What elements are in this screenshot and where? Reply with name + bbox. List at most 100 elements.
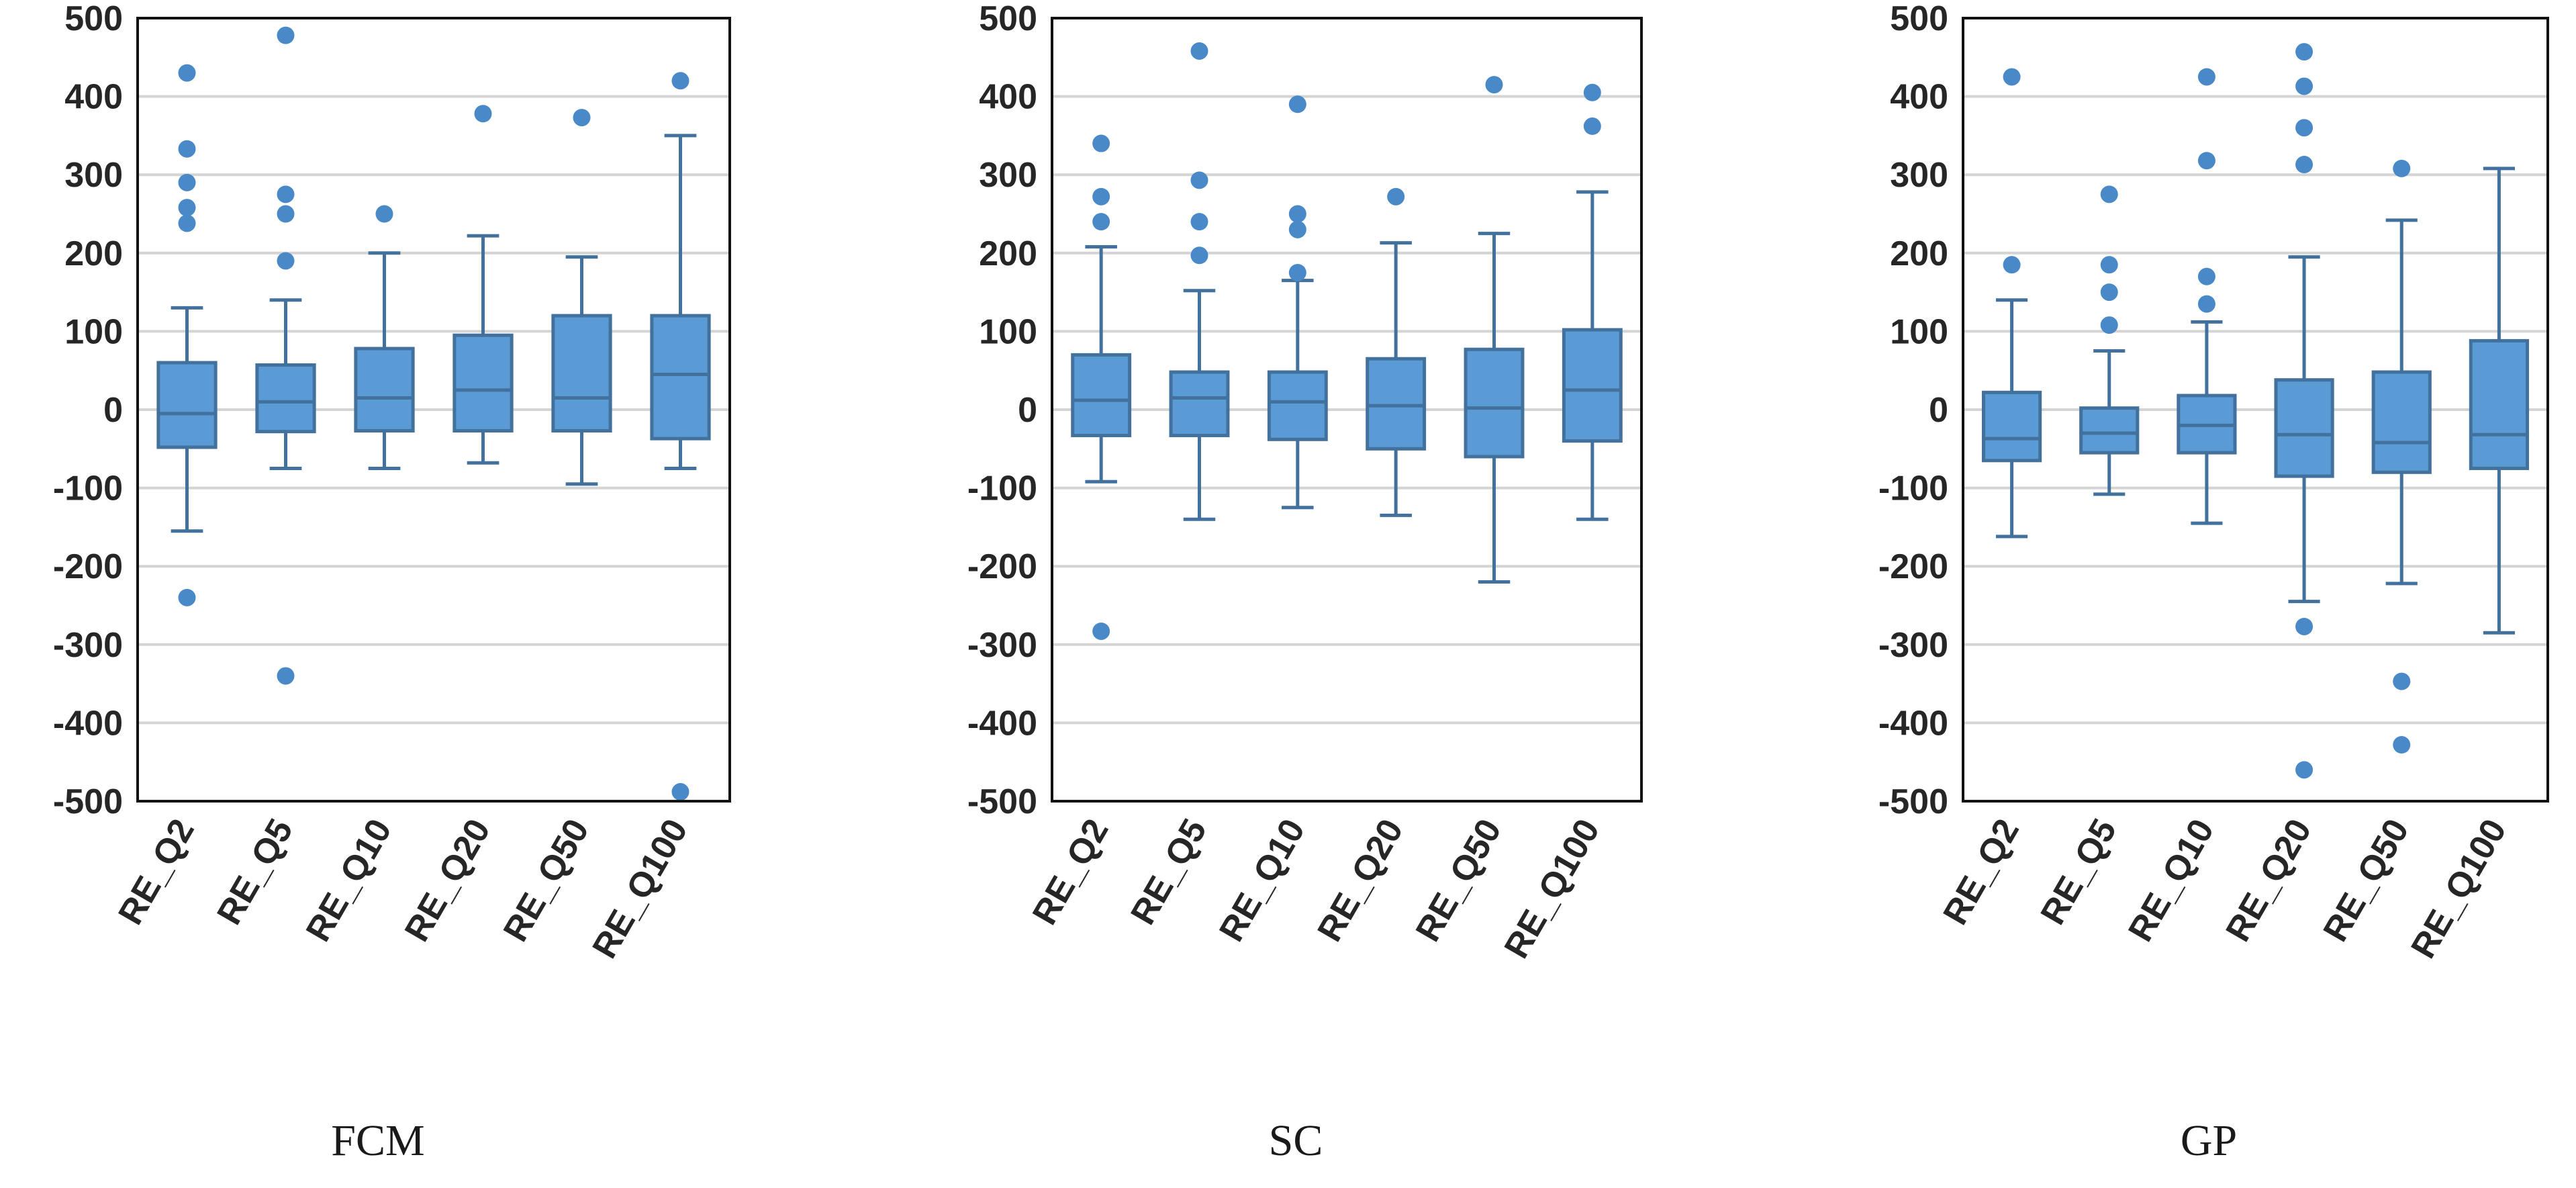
panel-caption: FCM	[331, 1116, 424, 1165]
outlier-point	[2295, 761, 2313, 779]
box-re-q20	[2274, 43, 2334, 779]
outlier-point	[1190, 42, 1208, 60]
x-tick-label: RE_Q5	[1123, 813, 1214, 931]
outlier-point	[671, 72, 689, 90]
iqr-box	[1267, 370, 1328, 441]
outlier-point	[2100, 185, 2118, 203]
outlier-point	[573, 109, 591, 127]
outlier-point	[178, 199, 196, 217]
chart-panel-sc: 5004003002001000-100-200-300-400-500RE_Q…	[967, 0, 1643, 1165]
plot-frame	[1962, 17, 2549, 803]
iqr-box	[1169, 370, 1230, 437]
y-tick-label: -300	[1878, 626, 1948, 665]
x-tick-label: RE_Q5	[209, 813, 300, 931]
outlier-point	[1092, 134, 1110, 152]
x-tick-label: RE_Q20	[2219, 813, 2320, 948]
x-tick-label: RE_Q20	[397, 813, 498, 948]
box-re-q10	[1267, 95, 1328, 510]
box-re-q2	[1071, 134, 1132, 640]
y-tick-label: 200	[1890, 234, 1948, 273]
iqr-box	[2371, 370, 2432, 474]
box-re-q20	[452, 105, 514, 465]
plot-frame	[136, 17, 731, 803]
outlier-point	[1288, 95, 1306, 113]
outlier-point	[2100, 283, 2118, 302]
box-re-q50	[2371, 159, 2432, 754]
iqr-box	[2469, 338, 2530, 470]
box-re-q50	[1464, 76, 1525, 584]
iqr-box	[2274, 378, 2334, 478]
box-re-q10	[354, 205, 415, 470]
outlier-point	[2100, 316, 2118, 334]
outlier-point	[2003, 68, 2021, 86]
x-tick-label: RE_Q2	[1025, 813, 1116, 931]
outlier-point	[1288, 263, 1306, 281]
y-tick-label: -300	[967, 626, 1037, 665]
y-tick-label: -200	[967, 547, 1037, 586]
iqr-box	[452, 333, 514, 432]
outlier-point	[277, 26, 295, 44]
y-tick-label: 500	[64, 0, 123, 38]
x-tick-label: RE_Q2	[111, 813, 201, 931]
outlier-point	[2393, 736, 2411, 754]
box-re-q100	[650, 72, 711, 801]
y-tick-label: 300	[979, 156, 1037, 195]
y-tick-label: 100	[979, 312, 1037, 351]
box-re-q100	[1562, 83, 1623, 521]
y-tick-label: -500	[967, 782, 1037, 821]
box-re-q5	[255, 26, 316, 685]
iqr-box	[1071, 353, 1132, 437]
box-re-q100	[2469, 167, 2530, 635]
outlier-point	[277, 252, 295, 270]
y-tick-label: 500	[979, 0, 1037, 38]
outlier-point	[1190, 213, 1208, 231]
x-tick-label: RE_Q50	[2316, 813, 2417, 948]
iqr-box	[1981, 390, 2042, 463]
y-tick-label: 500	[1890, 0, 1948, 38]
y-tick-label: 200	[979, 234, 1037, 273]
x-tick-label: RE_Q100	[585, 813, 695, 965]
x-tick-label: RE_Q5	[2034, 813, 2124, 931]
y-tick-label: -100	[967, 469, 1037, 508]
y-tick-label: 400	[1890, 78, 1948, 117]
outlier-point	[1190, 171, 1208, 189]
y-tick-label: -100	[53, 469, 123, 508]
outlier-point	[2197, 152, 2215, 170]
iqr-box	[354, 347, 415, 432]
outlier-point	[178, 588, 196, 606]
x-tick-label: RE_Q50	[1409, 813, 1509, 948]
y-tick-label: 400	[64, 78, 123, 117]
y-tick-label: 200	[64, 234, 123, 273]
box-re-q5	[2079, 185, 2140, 496]
iqr-box	[1366, 357, 1427, 451]
y-tick-label: 0	[1929, 391, 1948, 430]
iqr-box	[650, 314, 711, 441]
x-tick-label: RE_Q100	[2403, 813, 2514, 965]
x-tick-label: RE_Q50	[496, 813, 597, 948]
outlier-point	[2197, 68, 2215, 86]
box-re-q50	[551, 109, 612, 486]
outlier-point	[1190, 246, 1208, 265]
outlier-point	[277, 185, 295, 203]
outlier-point	[277, 667, 295, 685]
x-tick-label: RE_Q10	[2121, 813, 2222, 948]
box-re-q2	[1981, 68, 2042, 539]
y-tick-label: 300	[1890, 156, 1948, 195]
plot-frame	[1051, 17, 1643, 803]
outlier-point	[1583, 83, 1601, 101]
y-tick-label: -400	[967, 704, 1037, 743]
outlier-point	[1092, 187, 1110, 205]
outlier-point	[2295, 77, 2313, 95]
outlier-point	[2393, 159, 2411, 177]
y-tick-label: -400	[53, 704, 123, 743]
iqr-box	[255, 363, 316, 434]
outlier-point	[1288, 220, 1306, 238]
iqr-box	[156, 361, 218, 449]
outlier-point	[178, 140, 196, 158]
y-tick-label: -100	[1878, 469, 1948, 508]
box-re-q5	[1169, 42, 1230, 521]
y-tick-label: -300	[53, 626, 123, 665]
panel-caption: GP	[2181, 1116, 2237, 1165]
outlier-point	[178, 214, 196, 232]
